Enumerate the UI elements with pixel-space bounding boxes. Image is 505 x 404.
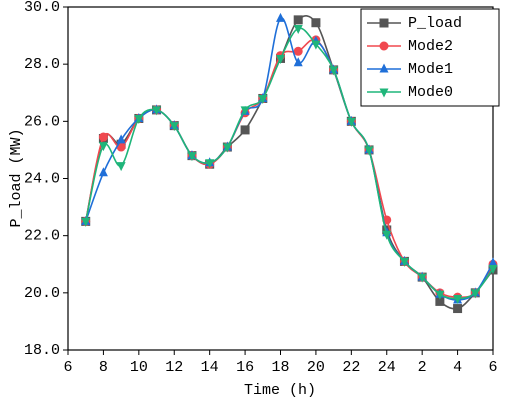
y-tick-label: 28.0 bbox=[24, 56, 60, 73]
marker bbox=[276, 12, 285, 22]
marker bbox=[222, 143, 232, 153]
marker bbox=[488, 265, 498, 275]
marker bbox=[258, 94, 268, 104]
marker bbox=[435, 290, 445, 300]
x-axis-label: Time (h) bbox=[244, 382, 316, 399]
marker bbox=[98, 142, 108, 152]
marker bbox=[329, 66, 339, 76]
marker bbox=[453, 295, 463, 305]
marker bbox=[116, 162, 126, 172]
x-tick-label: 20 bbox=[307, 359, 325, 376]
marker bbox=[293, 24, 303, 34]
marker bbox=[293, 46, 303, 56]
marker bbox=[98, 167, 108, 177]
marker bbox=[187, 152, 197, 162]
x-tick-label: 22 bbox=[342, 359, 360, 376]
y-tick-label: 24.0 bbox=[24, 170, 60, 187]
legend-label: Mode2 bbox=[408, 38, 453, 55]
marker bbox=[488, 257, 498, 267]
marker bbox=[240, 106, 250, 116]
x-tick-label: 6 bbox=[488, 359, 497, 376]
marker bbox=[379, 63, 389, 73]
marker bbox=[293, 15, 303, 25]
x-tick-label: 8 bbox=[99, 359, 108, 376]
y-tick-label: 22.0 bbox=[24, 228, 60, 245]
x-tick-label: 18 bbox=[271, 359, 289, 376]
marker bbox=[364, 146, 374, 156]
legend-label: Mode1 bbox=[408, 61, 453, 78]
marker bbox=[435, 296, 445, 306]
marker bbox=[311, 40, 321, 50]
marker bbox=[470, 289, 480, 299]
marker bbox=[169, 122, 179, 132]
x-tick-label: 10 bbox=[130, 359, 148, 376]
x-tick-label: 12 bbox=[165, 359, 183, 376]
marker bbox=[311, 18, 321, 28]
marker bbox=[81, 217, 91, 227]
marker bbox=[399, 257, 409, 267]
marker bbox=[382, 230, 392, 240]
marker bbox=[116, 134, 126, 144]
x-tick-label: 16 bbox=[236, 359, 254, 376]
y-tick-label: 18.0 bbox=[24, 342, 60, 359]
y-tick-label: 26.0 bbox=[24, 113, 60, 130]
x-tick-label: 2 bbox=[418, 359, 427, 376]
y-axis-label: P_load (MW) bbox=[8, 128, 25, 227]
marker bbox=[98, 132, 108, 142]
marker bbox=[346, 117, 356, 127]
marker bbox=[379, 18, 389, 28]
x-tick-label: 14 bbox=[201, 359, 219, 376]
marker bbox=[379, 88, 389, 98]
marker bbox=[417, 273, 427, 283]
marker bbox=[276, 54, 285, 64]
marker bbox=[453, 304, 463, 314]
marker bbox=[205, 159, 215, 169]
legend-label: Mode0 bbox=[408, 84, 453, 101]
x-tick-label: 24 bbox=[378, 359, 396, 376]
marker bbox=[379, 41, 389, 51]
marker bbox=[152, 106, 162, 116]
legend-label: P_load bbox=[408, 15, 462, 32]
y-tick-label: 30.0 bbox=[24, 0, 60, 16]
x-tick-label: 4 bbox=[453, 359, 462, 376]
marker bbox=[293, 57, 303, 67]
y-tick-label: 20.0 bbox=[24, 285, 60, 302]
marker bbox=[240, 125, 250, 135]
marker bbox=[134, 114, 144, 124]
x-tick-label: 6 bbox=[63, 359, 72, 376]
